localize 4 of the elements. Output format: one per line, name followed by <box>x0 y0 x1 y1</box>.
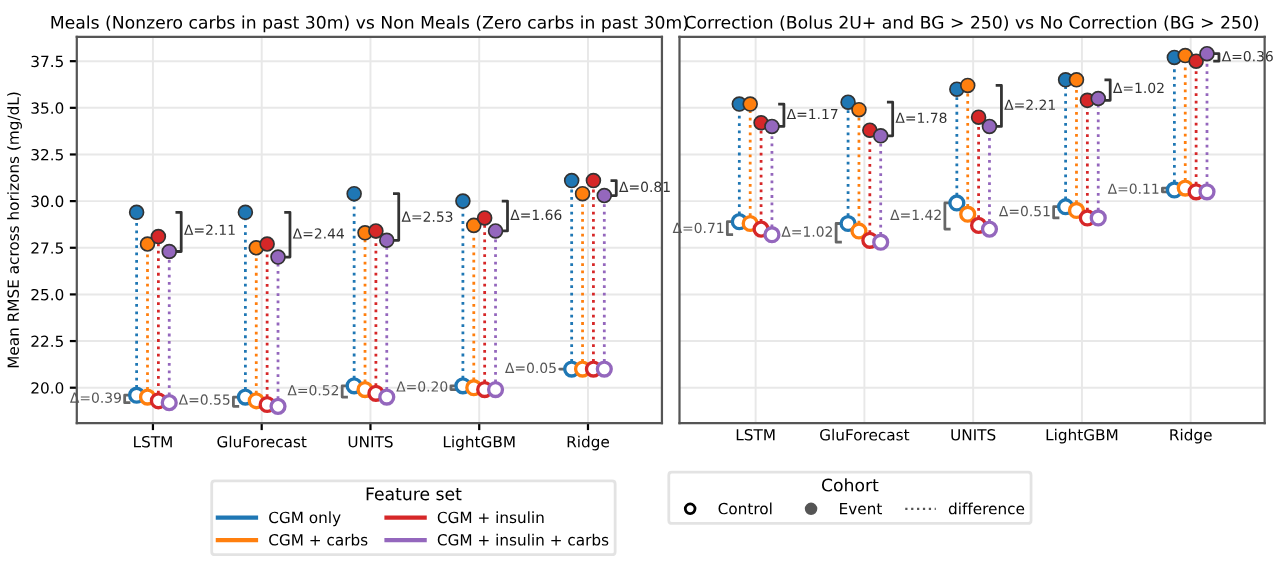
legend-title: Feature set <box>366 487 462 501</box>
chart-title: Correction (Bolus 2U+ and BG > 250) vs No Correction (BG > 250) <box>685 15 1259 31</box>
legend-title: Cohort <box>821 478 879 492</box>
chart-title: Meals (Nonzero carbs in past 30m) vs Non Meals (Zero carbs in past 30m) <box>51 15 688 33</box>
